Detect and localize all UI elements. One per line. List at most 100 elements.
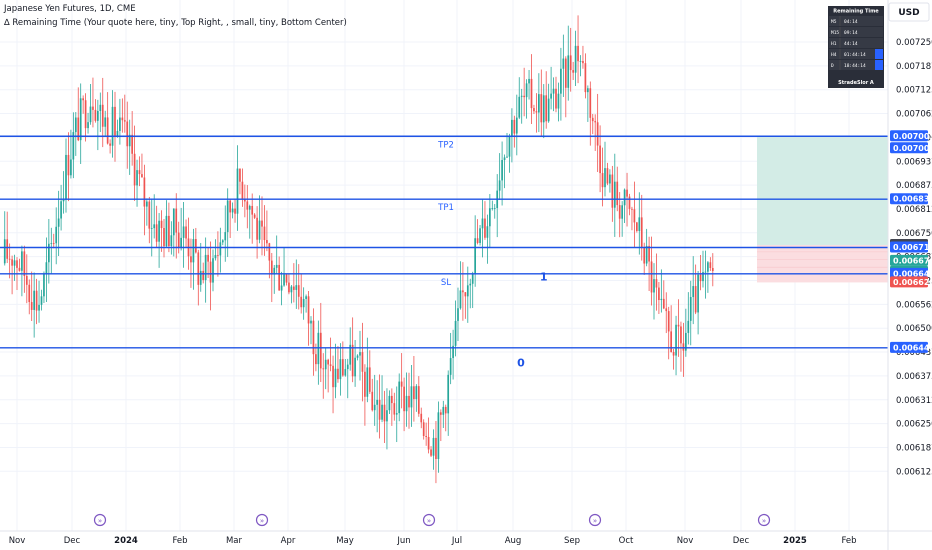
candle-body bbox=[266, 240, 268, 244]
candle-body bbox=[459, 290, 462, 309]
time-tick: Sep bbox=[564, 536, 580, 546]
candle-body bbox=[278, 264, 280, 291]
candle-body bbox=[687, 320, 690, 333]
candle-body bbox=[3, 239, 6, 264]
currency-selector[interactable]: USD bbox=[888, 2, 930, 22]
time-tick: Nov bbox=[677, 536, 694, 546]
candle-body bbox=[538, 94, 540, 113]
candle-body bbox=[30, 302, 33, 310]
candle-body bbox=[45, 262, 48, 274]
remaining-time-val: 04:14 bbox=[844, 19, 858, 25]
price-tag bbox=[890, 193, 928, 205]
indicator-label[interactable]: ∆ Remaining Time (Your quote here, tiny,… bbox=[4, 18, 347, 28]
candle-body bbox=[106, 117, 109, 144]
candle-body bbox=[158, 220, 160, 242]
position-zones bbox=[757, 136, 888, 283]
candle-body bbox=[555, 88, 557, 109]
candle-body bbox=[469, 283, 472, 286]
candle-body bbox=[239, 168, 241, 182]
level-label-sl: SL bbox=[441, 278, 451, 288]
candle-body bbox=[327, 359, 329, 365]
candle-body bbox=[562, 58, 565, 69]
candle-body bbox=[699, 274, 702, 282]
grid bbox=[0, 0, 888, 531]
candle-body bbox=[376, 399, 378, 405]
candle-body bbox=[270, 260, 273, 275]
candle-body bbox=[572, 70, 574, 73]
candle-body bbox=[97, 110, 99, 121]
candle-body bbox=[344, 369, 347, 376]
event-markers[interactable]: » » » » » bbox=[93, 513, 771, 527]
candle-body bbox=[442, 406, 445, 415]
candle-body bbox=[25, 275, 28, 285]
candle-body bbox=[606, 168, 609, 184]
candle-body bbox=[141, 174, 143, 178]
candle-body bbox=[680, 326, 682, 344]
candle-body bbox=[55, 226, 58, 244]
candle-body bbox=[491, 208, 494, 209]
candle-body bbox=[172, 208, 175, 236]
candle-body bbox=[587, 88, 589, 93]
candle-body bbox=[403, 386, 405, 412]
candle-body bbox=[128, 134, 131, 147]
candle-body bbox=[484, 218, 486, 238]
candle-body bbox=[6, 239, 9, 259]
take-profit-zone bbox=[757, 136, 888, 246]
candle-body bbox=[199, 270, 202, 285]
remaining-time-row bbox=[829, 27, 883, 37]
time-tick: Jun bbox=[396, 536, 410, 546]
candle-body bbox=[273, 267, 276, 275]
candle-body bbox=[359, 352, 361, 356]
candle-body bbox=[420, 413, 423, 423]
candle-body bbox=[518, 96, 521, 118]
candle-body bbox=[280, 285, 283, 291]
price-tag-label: 0.0070030 bbox=[893, 132, 932, 141]
event-marker-icon bbox=[588, 513, 602, 527]
candle-body bbox=[550, 93, 552, 99]
remaining-time-tf: H4 bbox=[831, 52, 837, 58]
candle-body bbox=[574, 45, 577, 73]
time-tick: 2025 bbox=[783, 536, 807, 546]
candle-body bbox=[391, 395, 393, 404]
candle-body bbox=[645, 245, 648, 264]
wave-label: 0 bbox=[517, 356, 525, 369]
candle-body bbox=[398, 381, 401, 414]
candle-body bbox=[447, 374, 450, 414]
level-label-tp2: TP2 bbox=[437, 140, 454, 150]
candle-body bbox=[410, 386, 413, 408]
candle-body bbox=[658, 287, 660, 301]
candle-body bbox=[202, 270, 205, 281]
candle-body bbox=[364, 371, 366, 397]
candle-body bbox=[557, 93, 560, 109]
candle-body bbox=[268, 243, 271, 261]
time-axis[interactable]: Nov Dec 2024 Feb Mar Apr May Jun Jul Aug Sep Oct Nov… bbox=[0, 530, 932, 546]
price-tags: 0.00700300.00700300.00683800.00671800.00… bbox=[890, 130, 932, 353]
candle-body bbox=[43, 273, 45, 297]
candle-body bbox=[285, 274, 288, 283]
candle-body bbox=[305, 296, 307, 299]
candle-body bbox=[101, 104, 104, 127]
candle-body bbox=[361, 352, 364, 372]
candle-body bbox=[131, 134, 133, 154]
remaining-time-tf: D bbox=[831, 63, 834, 69]
candle-body bbox=[121, 117, 124, 121]
candle-body bbox=[293, 286, 295, 290]
horizontal-levels[interactable]: TP2 TP1 SL bbox=[0, 135, 888, 349]
symbol-title[interactable]: Japanese Yen Futures, 1D, CME bbox=[4, 4, 136, 14]
candle-body bbox=[246, 201, 249, 210]
event-arrow-icon: » bbox=[98, 517, 102, 525]
candle-body bbox=[511, 119, 513, 136]
remaining-time-val: 09:14 bbox=[844, 30, 858, 36]
candle-body bbox=[560, 68, 562, 94]
price-tick: 0.0063125 bbox=[896, 396, 932, 406]
candle-body bbox=[368, 367, 371, 392]
price-tick: 0.0061250 bbox=[896, 467, 932, 477]
candles bbox=[3, 15, 714, 484]
candle-body bbox=[248, 205, 251, 210]
candle-body bbox=[513, 119, 516, 134]
candle-body bbox=[599, 145, 601, 174]
candle-body bbox=[393, 403, 396, 415]
candle-body bbox=[221, 240, 224, 243]
candle-body bbox=[138, 170, 141, 175]
